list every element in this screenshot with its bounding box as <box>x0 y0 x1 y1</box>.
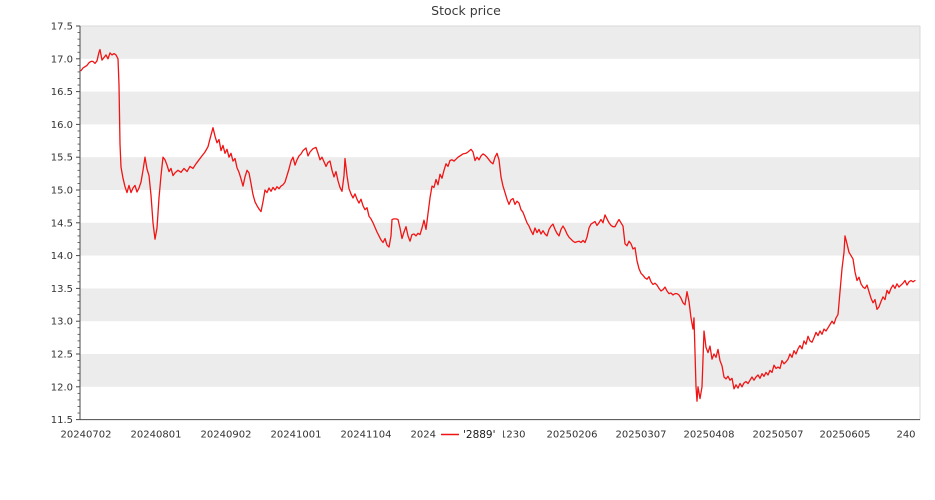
x-tick-label: 20241204 <box>411 430 462 441</box>
legend-box <box>437 425 503 443</box>
x-tick-label: 20240702 <box>61 430 112 441</box>
y-tick-label: 13.5 <box>51 284 73 295</box>
grid-band <box>80 222 920 256</box>
grid-band <box>80 26 920 59</box>
x-tick-label: 20241001 <box>271 430 322 441</box>
y-tick-label: 16.0 <box>51 120 73 131</box>
x-tick-label: 240 <box>896 430 915 441</box>
y-tick-label: 16.5 <box>51 87 73 98</box>
legend-label: '2889' <box>463 429 496 441</box>
grid-band <box>80 288 920 322</box>
y-tick-label: 12.5 <box>51 350 73 361</box>
grid-band <box>80 91 920 125</box>
y-tick-label: 14.5 <box>51 218 73 229</box>
x-tick-label: 20240902 <box>201 430 252 441</box>
y-tick-label: 11.5 <box>51 415 73 426</box>
y-tick-label: 17.5 <box>51 22 73 33</box>
x-tick-label: 20240801 <box>131 430 182 441</box>
y-tick-label: 12.0 <box>51 382 73 393</box>
price-line <box>80 48 916 402</box>
y-tick-label: 17.0 <box>51 54 73 65</box>
x-tick-label: 20250206 <box>547 430 598 441</box>
y-tick-label: 15.5 <box>51 153 73 164</box>
x-tick-label: 20241104 <box>341 430 392 441</box>
x-tick-label: 20250408 <box>684 430 735 441</box>
x-tick-label: 20250605 <box>820 430 871 441</box>
x-tick-label: 20250507 <box>753 430 804 441</box>
x-tick-label: 20250307 <box>616 430 667 441</box>
y-tick-label: 13.0 <box>51 317 73 328</box>
grid-band <box>80 354 920 387</box>
y-tick-label: 15.0 <box>51 186 73 197</box>
y-tick-label: 14.0 <box>51 251 73 262</box>
chart-title: Stock price <box>431 3 501 18</box>
